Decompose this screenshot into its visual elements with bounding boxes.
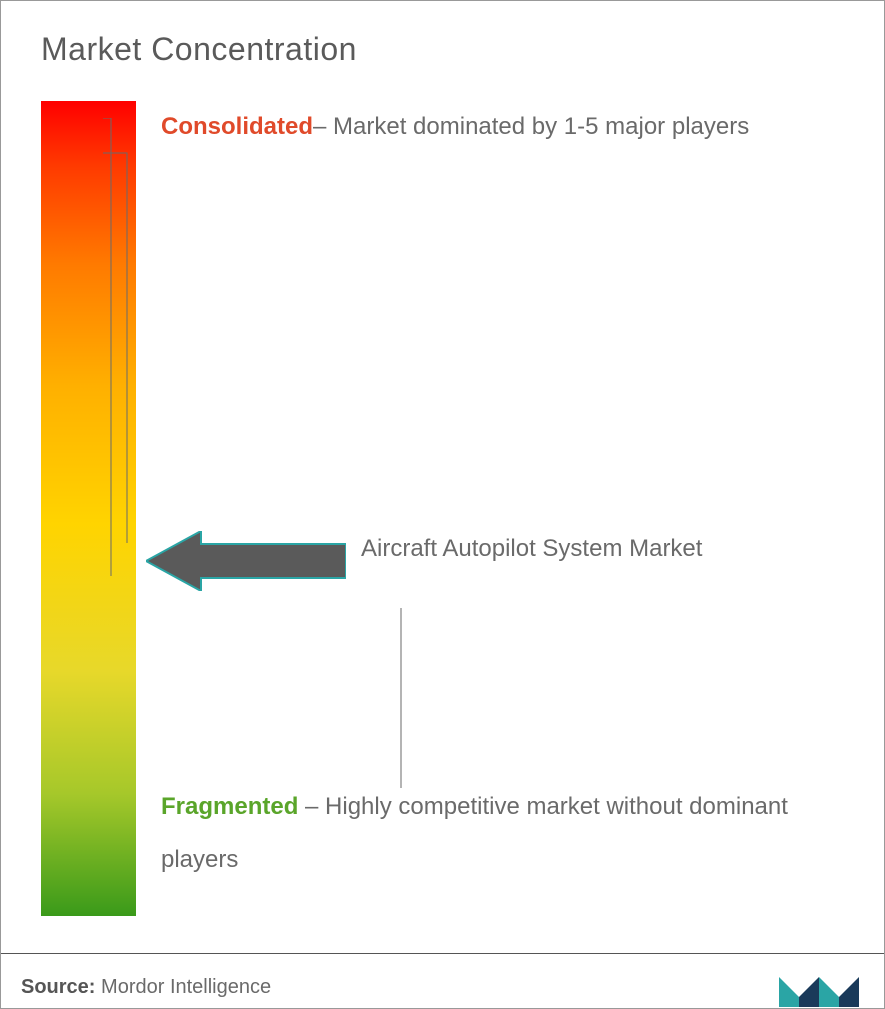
source-label: Source: <box>21 976 95 998</box>
consolidated-label: Consolidated– Market dominated by 1-5 ma… <box>161 101 844 154</box>
mordor-logo-icon <box>774 967 864 1007</box>
footer: Source: Mordor Intelligence <box>1 953 884 1008</box>
chart-container: Market Concentration Consolidated– Marke… <box>0 0 885 1009</box>
fragmented-term: Fragmented <box>161 793 298 820</box>
consolidated-term: Consolidated <box>161 113 313 140</box>
market-name-label: Aircraft Autopilot System Market <box>361 531 702 567</box>
source-text: Source: Mordor Intelligence <box>21 976 271 999</box>
source-value: Mordor Intelligence <box>101 976 271 998</box>
concentration-gradient-bar <box>41 101 136 916</box>
chart-title: Market Concentration <box>41 31 357 68</box>
market-position-arrow <box>146 531 346 591</box>
arrow-icon <box>146 531 346 591</box>
consolidated-desc: – Market dominated by 1-5 major players <box>313 113 749 140</box>
fragmented-label: Fragmented – Highly competitive market w… <box>161 781 844 887</box>
arrow-label-connector <box>396 608 406 788</box>
